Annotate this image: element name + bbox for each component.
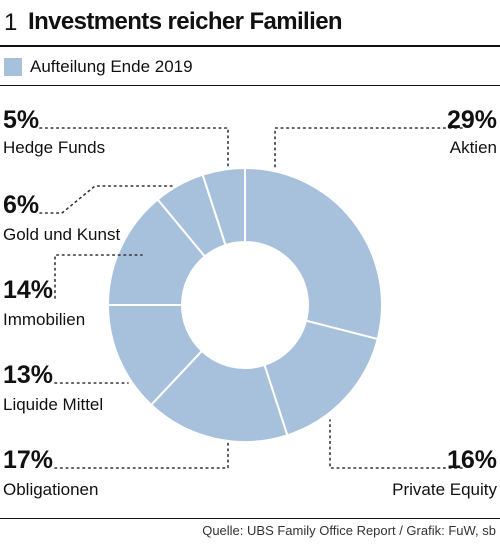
leader-line-immobilien: [54, 254, 143, 299]
footer-rule: [0, 518, 500, 519]
leader-line-obligationen: [54, 439, 229, 469]
chart-title: Investments reicher Familien: [28, 8, 343, 35]
data-label-aktien: 29%: [447, 106, 497, 134]
leader-line-hedge-funds: [39, 127, 229, 169]
data-label-gold-und-kunst: 6%: [3, 191, 39, 219]
category-label-immobilien: Immobilien: [3, 310, 85, 329]
legend-label: Aufteilung Ende 2019: [30, 57, 193, 76]
data-label-immobilien: 14%: [3, 276, 53, 304]
title-rule: [0, 45, 500, 47]
leader-line-gold-und-kunst: [39, 185, 176, 214]
data-label-hedge-funds: 5%: [3, 106, 39, 134]
slice-obligationen: [149, 349, 289, 443]
category-label-private-equity: Private Equity: [392, 480, 497, 499]
slice-hedge-funds: [201, 166, 246, 247]
category-label-obligationen: Obligationen: [3, 480, 98, 499]
legend-rule: [0, 85, 500, 86]
data-label-liquide-mittel: 13%: [3, 361, 53, 389]
leader-line-private-equity: [329, 419, 463, 469]
source-note: Quelle: UBS Family Office Report / Grafi…: [202, 523, 496, 538]
legend-swatch: [4, 58, 22, 76]
chart-header: 1 Investments reicher Familien: [0, 0, 500, 46]
data-label-obligationen: 17%: [3, 446, 53, 474]
data-label-private-equity: 16%: [447, 446, 497, 474]
category-label-gold-und-kunst: Gold und Kunst: [3, 225, 120, 244]
category-label-aktien: Aktien: [450, 138, 497, 157]
leader-line-aktien: [274, 127, 463, 169]
slice-private-equity: [263, 319, 379, 437]
figure-number: 1: [4, 9, 18, 36]
category-label-liquide-mittel: Liquide Mittel: [3, 395, 103, 414]
category-label-hedge-funds: Hedge Funds: [3, 138, 105, 157]
slice-aktien: [244, 166, 383, 341]
